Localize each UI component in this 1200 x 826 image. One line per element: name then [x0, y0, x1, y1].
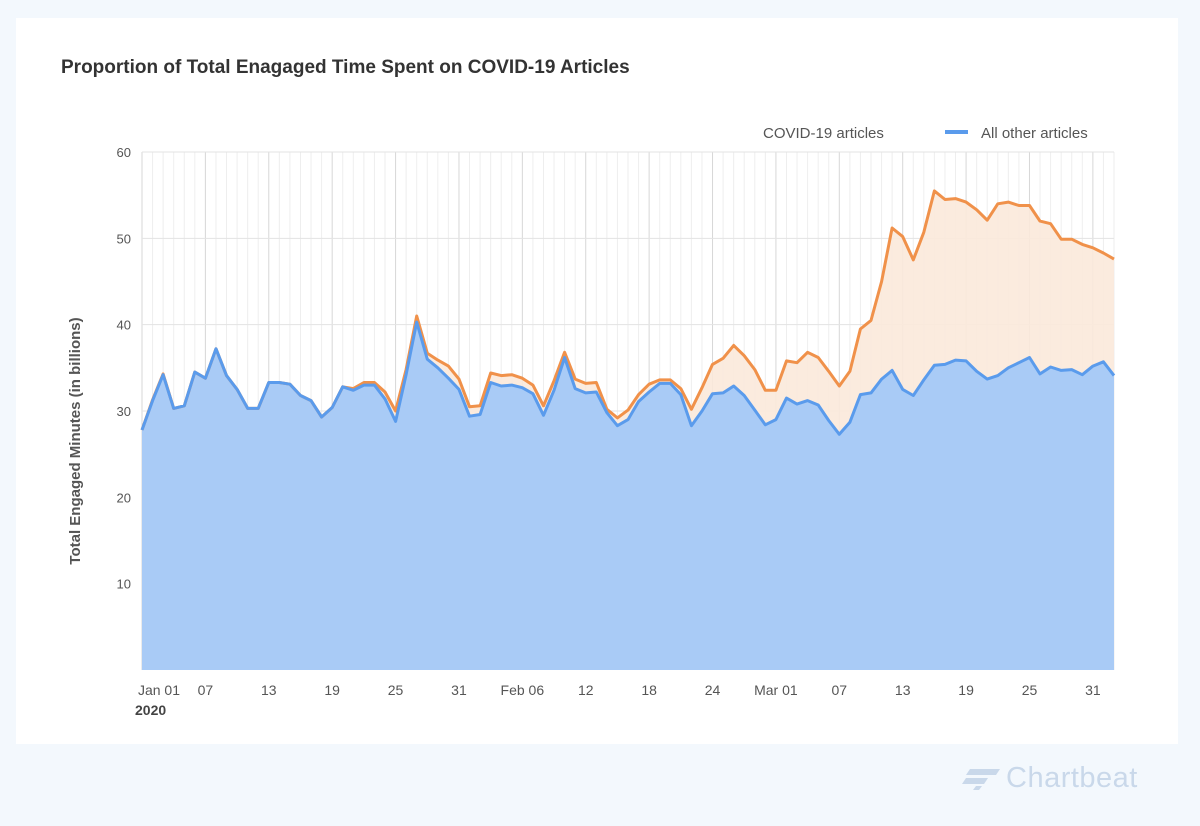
x-tick-label: 19 — [324, 682, 340, 698]
x-year-label: 2020 — [135, 702, 166, 718]
brand-name: Chartbeat — [1006, 761, 1138, 794]
x-tick-label: 12 — [578, 682, 594, 698]
x-tick-label: 25 — [1022, 682, 1038, 698]
brand-logo: Chartbeat — [962, 760, 1138, 796]
x-tick-label: 24 — [705, 682, 721, 698]
x-tick-label: 07 — [832, 682, 848, 698]
legend-label-covid: COVID-19 articles — [763, 125, 884, 142]
x-tick-label: 18 — [641, 682, 657, 698]
x-tick-label: 19 — [958, 682, 974, 698]
chart-title: Proportion of Total Enagaged Time Spent … — [61, 57, 630, 78]
x-tick-label: 07 — [198, 682, 214, 698]
y-tick-label: 10 — [117, 577, 131, 592]
y-tick-label: 20 — [117, 490, 131, 505]
x-tick-label: 13 — [261, 682, 277, 698]
legend: COVID-19 articles All other articles — [763, 125, 1088, 142]
x-tick-label: 13 — [895, 682, 911, 698]
y-tick-label: 60 — [117, 145, 131, 160]
y-axis-title: Total Engaged Minutes (in billions) — [67, 317, 84, 564]
y-tick-label: 40 — [117, 318, 131, 333]
x-tick-label: Jan 01 — [138, 682, 180, 698]
legend-label-other: All other articles — [981, 125, 1088, 142]
y-tick-label: 30 — [117, 404, 131, 419]
covid-area — [142, 190, 1114, 435]
other-articles-area — [142, 322, 1114, 670]
chartbeat-logo-icon — [962, 769, 1000, 790]
y-tick-label: 50 — [117, 231, 131, 246]
x-tick-label: Feb 06 — [501, 682, 545, 698]
x-tick-label: Mar 01 — [754, 682, 798, 698]
x-tick-label: 25 — [388, 682, 404, 698]
x-tick-label: 31 — [451, 682, 467, 698]
x-tick-label: 31 — [1085, 682, 1101, 698]
other-articles-line — [140, 320, 1116, 436]
